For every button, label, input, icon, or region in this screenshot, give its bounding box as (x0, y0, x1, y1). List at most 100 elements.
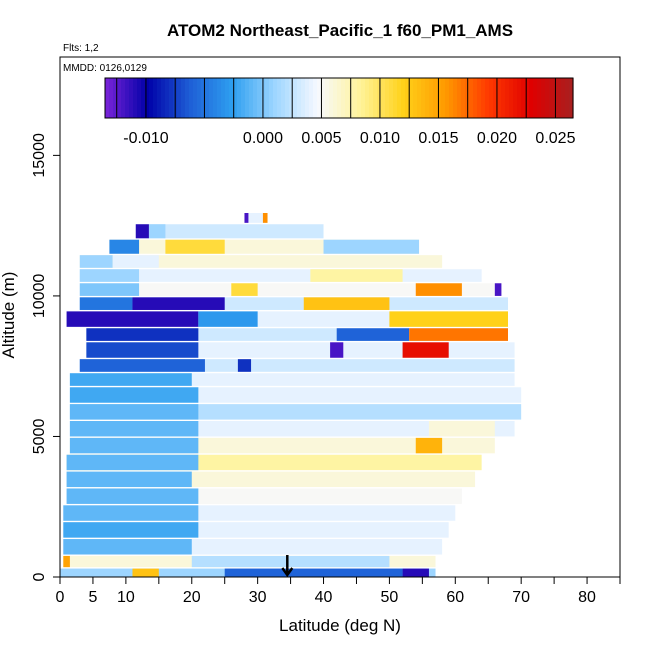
colorbar-swatch (177, 78, 182, 118)
colorbar-swatch (557, 78, 562, 118)
colorbar-swatch (209, 78, 214, 118)
heatmap-cell-6-1 (132, 297, 225, 310)
x-tick-label: 20 (183, 589, 201, 606)
colorbar-swatch (169, 78, 174, 118)
heatmap-cell-23-1 (224, 568, 403, 577)
heatmap-cell-9-0 (86, 342, 199, 358)
colorbar-swatch (249, 78, 254, 118)
colorbar-swatch (373, 78, 378, 118)
y-tick-label: 10000 (31, 274, 48, 319)
heatmap-cell-8-2 (409, 328, 508, 341)
heatmap-cell-8-1 (336, 328, 410, 341)
y-axis: 0 5000 10000 15000 (31, 133, 60, 581)
colorbar-swatch (141, 78, 146, 118)
colorbar-swatch (257, 78, 262, 118)
colorbar-tick-label: -0.010 (123, 130, 168, 147)
colorbar-swatch (129, 78, 134, 118)
colorbar-swatch (217, 78, 222, 118)
colorbar-swatch (237, 78, 242, 118)
colorbar-swatch (433, 78, 438, 118)
colorbar-swatch (429, 78, 434, 118)
heatmap-cell-2-2 (323, 239, 420, 254)
colorbar-swatch (409, 78, 414, 118)
chart-title: ATOM2 Northeast_Pacific_1 f60_PM1_AMS (167, 21, 513, 40)
x-tick-label: 70 (512, 589, 530, 606)
x-axis: 0 5 10 20 30 40 50 60 70 80 (56, 577, 621, 606)
colorbar-swatch (189, 78, 194, 118)
colorbar-swatch (277, 78, 282, 118)
colorbar-swatch (529, 78, 534, 118)
colorbar-swatch (213, 78, 218, 118)
colorbar-tick-label: 0.025 (535, 130, 575, 147)
heatmap-cell-4-1 (310, 269, 403, 282)
colorbar-swatch (549, 78, 554, 118)
colorbar-swatch (317, 78, 322, 118)
colorbar-swatch (505, 78, 510, 118)
colorbar-swatch (181, 78, 186, 118)
heatmap-cell-11-0 (69, 373, 192, 386)
colorbar-tick-label: 0.020 (477, 130, 517, 147)
colorbar-swatch (401, 78, 406, 118)
x-tick-label: 60 (446, 589, 464, 606)
colorbar-swatch (485, 78, 490, 118)
colorbar-swatch (397, 78, 402, 118)
colorbar-swatch (153, 78, 158, 118)
colorbar-swatch (329, 78, 334, 118)
colorbar-swatch (137, 78, 142, 118)
colorbar-swatch (389, 78, 394, 118)
heatmap-row-1 (135, 224, 324, 239)
x-tick-label: 40 (315, 589, 333, 606)
colorbar-swatch (345, 78, 350, 118)
colorbar-swatch (569, 78, 574, 118)
colorbar-swatch (417, 78, 422, 118)
colorbar-swatch (145, 78, 150, 118)
colorbar-swatch (381, 78, 386, 118)
colorbar-swatch (513, 78, 518, 118)
colorbar-swatch (241, 78, 246, 118)
heatmap-cell-14-1 (428, 421, 495, 437)
colorbar-swatch (321, 78, 326, 118)
colorbar-swatch (201, 78, 206, 118)
heatmap-cell-5-1 (231, 283, 258, 296)
colorbar-tick-label: 0.015 (418, 130, 458, 147)
colorbar-swatch (125, 78, 130, 118)
colorbar-swatch (205, 78, 210, 118)
heatmap-cell-3-1 (112, 255, 159, 268)
latitude-marker (281, 555, 294, 578)
heatmap-cell-18-0 (66, 488, 199, 504)
colorbar-swatch (441, 78, 446, 118)
colorbar-swatch (481, 78, 486, 118)
colorbar-swatch (453, 78, 458, 118)
heatmap-cell-3-0 (79, 255, 113, 268)
colorbar-swatch (233, 78, 238, 118)
colorbar-swatch (493, 78, 498, 118)
heatmap-cell-13-0 (69, 404, 199, 420)
heatmap-cell-16-0 (66, 454, 199, 471)
heatmap-cell-15-1 (415, 437, 443, 454)
colorbar-swatch (157, 78, 162, 118)
colorbar-swatch (509, 78, 514, 118)
colorbar-swatch (469, 78, 474, 118)
x-tick-label: 80 (578, 589, 596, 606)
colorbar-swatch (361, 78, 366, 118)
x-tick-label: 10 (117, 589, 135, 606)
colorbar-swatch (413, 78, 418, 118)
colorbar-swatch (561, 78, 566, 118)
heatmap-cell-19-0 (63, 505, 199, 521)
colorbar-swatch (449, 78, 454, 118)
x-tick-label: 30 (249, 589, 267, 606)
colorbar-swatch (537, 78, 542, 118)
colorbar: -0.010 0.000 0.005 0.010 0.015 0.020 0.025 (104, 77, 576, 147)
colorbar-swatch (369, 78, 374, 118)
y-tick-label: 0 (31, 572, 48, 581)
heatmap-cell-7-0 (66, 311, 199, 327)
colorbar-swatch (281, 78, 286, 118)
flights-label: Flts: 1,2 (63, 43, 99, 54)
colorbar-swatch (337, 78, 342, 118)
colorbar-swatch (225, 78, 230, 118)
colorbar-swatch (105, 78, 110, 118)
heatmap-cell-17-0 (66, 471, 192, 488)
colorbar-swatch (525, 78, 530, 118)
colorbar-swatch (341, 78, 346, 118)
heatmap-row-4 (79, 269, 482, 282)
